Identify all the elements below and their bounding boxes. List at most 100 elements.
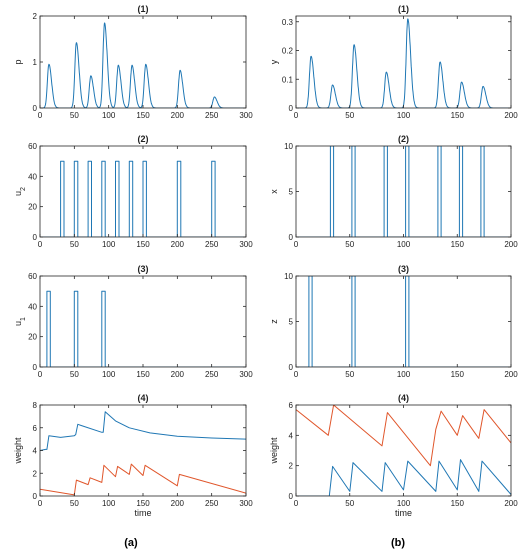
- x-axis-label: time: [134, 508, 151, 518]
- series-group: [296, 405, 511, 496]
- x-tick-label: 200: [504, 370, 518, 379]
- x-tick-label: 150: [451, 370, 465, 379]
- x-tick-label: 100: [397, 111, 411, 120]
- series-line-blue: [296, 276, 511, 367]
- panel-label-a: (a): [124, 537, 138, 549]
- y-tick-label: 6: [289, 401, 294, 410]
- y-tick-label: 60: [28, 272, 37, 281]
- plot-frame: [39, 275, 247, 368]
- x-tick-label: 100: [102, 499, 116, 508]
- series-line-blue: [40, 160, 246, 237]
- chart-title: (4): [398, 393, 409, 403]
- x-tick-label: 250: [205, 240, 219, 249]
- chart-a3: (3) 0 50 100 150 200 250 300 0 20 40 60 u1: [13, 264, 253, 379]
- x-tick-label: 100: [102, 240, 116, 249]
- plot-frame: [295, 275, 512, 368]
- x-tick-label: 250: [205, 370, 219, 379]
- chart-title: (1): [138, 4, 149, 14]
- y-tick-label: 0.2: [282, 47, 294, 56]
- x-tick-label: 300: [239, 240, 253, 249]
- x-tick-label: 50: [345, 499, 354, 508]
- x-tick-label: 200: [504, 499, 518, 508]
- panel-label-b: (b): [391, 537, 405, 549]
- x-tick-label: 150: [451, 240, 465, 249]
- y-axis-label: z: [269, 319, 279, 324]
- chart-a1: (1) 0 50 100 150 200 250 300 0 1 2 p: [13, 4, 253, 120]
- x-tick-label: 300: [239, 499, 253, 508]
- y-tick-label: 0.1: [282, 75, 294, 84]
- x-tick-label: 0: [38, 111, 43, 120]
- chart-title: (2): [138, 134, 149, 144]
- y-tick-label: 10: [284, 272, 293, 281]
- y-tick-label: 40: [28, 302, 37, 311]
- x-axis-label: time: [395, 508, 412, 518]
- series-line-blue: [296, 146, 511, 237]
- x-tick-label: 100: [102, 370, 116, 379]
- series-group: [296, 276, 511, 367]
- y-tick-label: 10: [284, 142, 293, 151]
- x-tick-label: 50: [70, 370, 79, 379]
- y-tick-label: 0: [289, 492, 294, 501]
- x-tick-label: 50: [70, 111, 79, 120]
- y-axis-label: x: [269, 189, 279, 194]
- x-tick-label: 200: [171, 370, 185, 379]
- x-tick-label: 200: [171, 111, 185, 120]
- y-tick-label: 0.3: [282, 18, 294, 27]
- y-tick-label: 1: [33, 58, 38, 67]
- x-tick-label: 0: [294, 111, 299, 120]
- series-line-blue: [40, 411, 246, 451]
- y-axis-label: weight: [13, 437, 23, 465]
- y-tick-label: 0: [33, 233, 38, 242]
- y-tick-label: 0: [33, 492, 38, 501]
- x-tick-label: 50: [345, 240, 354, 249]
- x-tick-label: 0: [38, 240, 43, 249]
- chart-title: (1): [398, 4, 409, 14]
- y-axis-label: p: [13, 59, 23, 64]
- x-tick-label: 200: [171, 499, 185, 508]
- y-tick-label: 20: [28, 333, 37, 342]
- y-axis-label: u1: [13, 317, 27, 326]
- y-tick-label: 2: [33, 12, 38, 21]
- series-line-orange: [296, 405, 511, 467]
- chart-b2: (2) 0 50 100 150 200 0 5 10 x: [269, 134, 518, 249]
- chart-title: (3): [398, 264, 409, 274]
- y-tick-label: 0: [289, 363, 294, 372]
- series-line-blue: [296, 18, 511, 108]
- x-tick-label: 200: [504, 111, 518, 120]
- x-tick-label: 200: [504, 240, 518, 249]
- y-axis-label: weight: [269, 437, 279, 465]
- y-tick-label: 8: [33, 401, 38, 410]
- x-tick-label: 300: [239, 111, 253, 120]
- chart-title: (4): [138, 393, 149, 403]
- y-axis-label-subscript: 1: [20, 317, 27, 321]
- y-tick-label: 0: [289, 233, 294, 242]
- chart-a4: (4) 0 50 100 150 200 250 300 0 2 4 6 8 weight time: [13, 393, 253, 518]
- x-tick-label: 200: [171, 240, 185, 249]
- x-tick-label: 0: [38, 370, 43, 379]
- x-tick-label: 250: [205, 111, 219, 120]
- plot-frame: [295, 15, 512, 109]
- y-axis-label-subscript: 2: [20, 187, 27, 191]
- x-tick-label: 100: [397, 240, 411, 249]
- series-line-blue: [40, 290, 246, 367]
- chart-title: (3): [138, 264, 149, 274]
- series-line-orange: [40, 463, 246, 496]
- x-tick-label: 50: [345, 111, 354, 120]
- y-tick-label: 0: [33, 363, 38, 372]
- x-tick-label: 100: [102, 111, 116, 120]
- y-axis-label: u2: [13, 187, 27, 196]
- x-tick-label: 150: [136, 499, 150, 508]
- series-group: [296, 146, 511, 237]
- x-tick-label: 300: [239, 370, 253, 379]
- x-tick-label: 150: [136, 240, 150, 249]
- y-tick-label: 5: [289, 318, 294, 327]
- y-tick-label: 60: [28, 142, 37, 151]
- y-tick-label: 4: [33, 447, 38, 456]
- x-tick-label: 0: [294, 240, 299, 249]
- plot-frame: [295, 404, 512, 497]
- x-tick-label: 100: [397, 499, 411, 508]
- chart-b3: (3) 0 50 100 150 200 0 5 10 z: [269, 264, 518, 379]
- y-tick-label: 40: [28, 172, 37, 181]
- y-tick-label: 0: [289, 104, 294, 113]
